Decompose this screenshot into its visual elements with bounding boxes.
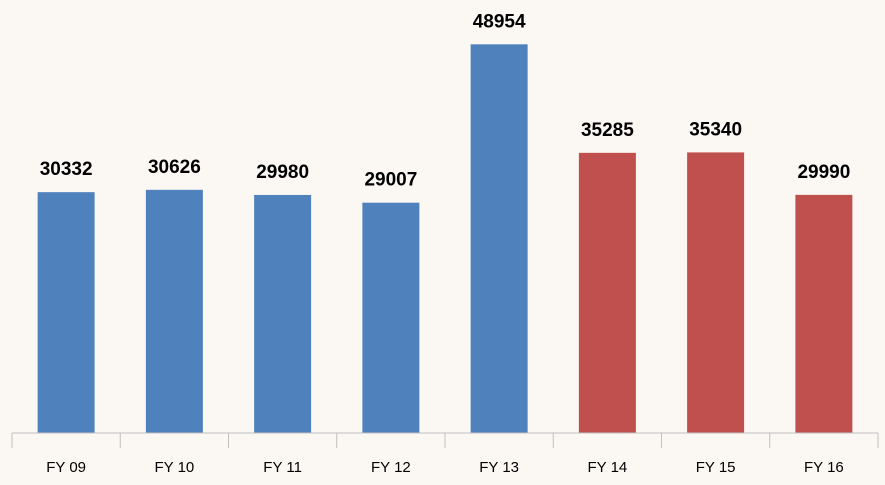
value-label: 29990 <box>797 162 850 183</box>
x-tick-label: FY 10 <box>155 459 195 476</box>
chart: 30332 FY 09 30626 FY 10 29980 FY 11 29007 FY 12… <box>0 0 885 485</box>
x-tick-label: FY 11 <box>263 459 302 476</box>
x-tick-label: FY 16 <box>804 459 844 476</box>
bar <box>687 152 744 433</box>
value-label: 29980 <box>256 162 309 183</box>
x-tick-label: FY 15 <box>696 459 736 476</box>
x-tick-label: FY 13 <box>479 459 519 476</box>
value-label: 35285 <box>581 120 634 141</box>
x-tick-label: FY 14 <box>588 459 628 476</box>
x-tick-label: FY 12 <box>371 459 411 476</box>
bar <box>254 195 311 433</box>
value-label: 30626 <box>148 157 201 178</box>
bar <box>795 195 852 433</box>
value-label: 48954 <box>473 11 526 32</box>
bar <box>471 44 528 433</box>
background <box>0 0 885 485</box>
value-label: 30332 <box>40 159 93 180</box>
bar <box>146 190 203 433</box>
bar <box>579 153 636 433</box>
value-label: 35340 <box>689 119 742 140</box>
page: {"chart_data": {"type": "bar", "categori… <box>0 0 885 485</box>
value-label: 29007 <box>364 170 417 191</box>
bar <box>38 192 95 433</box>
x-tick-label: FY 09 <box>46 459 86 476</box>
bar <box>362 203 419 433</box>
